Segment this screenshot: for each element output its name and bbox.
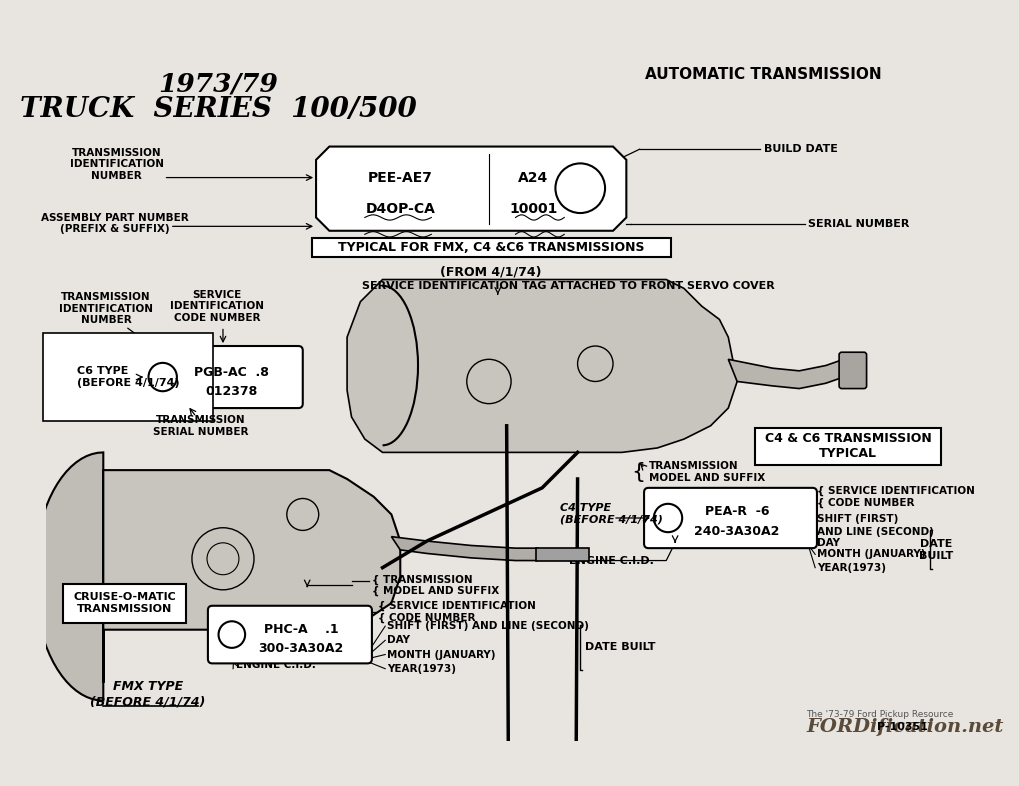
FancyBboxPatch shape [63, 583, 185, 623]
Text: BUILD DATE: BUILD DATE [763, 144, 837, 154]
Text: { SERVICE IDENTIFICATION
{ CODE NUMBER: { SERVICE IDENTIFICATION { CODE NUMBER [378, 601, 535, 623]
Text: AND LINE (SECOND): AND LINE (SECOND) [816, 527, 933, 537]
FancyBboxPatch shape [312, 238, 671, 257]
Text: SERVICE
IDENTIFICATION
CODE NUMBER: SERVICE IDENTIFICATION CODE NUMBER [169, 289, 264, 323]
Polygon shape [35, 453, 103, 700]
Text: SERIAL NUMBER: SERIAL NUMBER [807, 219, 909, 229]
Text: 240-3A30A2: 240-3A30A2 [694, 525, 780, 538]
Text: YEAR(1973): YEAR(1973) [816, 563, 886, 573]
FancyBboxPatch shape [754, 428, 941, 465]
Text: 012378: 012378 [206, 384, 258, 398]
Text: CRUISE-O-MATIC
TRANSMISSION: CRUISE-O-MATIC TRANSMISSION [73, 593, 175, 614]
Text: TRANSMISSION
IDENTIFICATION
NUMBER: TRANSMISSION IDENTIFICATION NUMBER [69, 148, 163, 181]
Text: { SERVICE IDENTIFICATION
{ CODE NUMBER: { SERVICE IDENTIFICATION { CODE NUMBER [816, 486, 974, 508]
Text: (FROM 4/1/74): (FROM 4/1/74) [440, 265, 541, 278]
Text: A24: A24 [518, 171, 548, 185]
FancyBboxPatch shape [643, 488, 816, 548]
Text: C4 & C6 TRANSMISSION
TYPICAL: C4 & C6 TRANSMISSION TYPICAL [764, 432, 930, 460]
Text: 10001: 10001 [508, 201, 557, 215]
Text: D4OP-CA: D4OP-CA [365, 201, 435, 215]
Text: MONTH (JANUARY): MONTH (JANUARY) [816, 549, 924, 560]
Text: TRUCK  SERIES  100/500: TRUCK SERIES 100/500 [20, 96, 417, 123]
FancyBboxPatch shape [208, 606, 372, 663]
Polygon shape [103, 470, 399, 630]
Text: ENGINE C.I.D.: ENGINE C.I.D. [569, 556, 653, 566]
Text: AUTOMATIC TRANSMISSION: AUTOMATIC TRANSMISSION [645, 67, 881, 82]
FancyBboxPatch shape [535, 548, 589, 560]
Text: DAY: DAY [386, 635, 410, 645]
Text: YEAR(1973): YEAR(1973) [386, 663, 455, 674]
Text: C6 TYPE
(BEFORE 4/1/74): C6 TYPE (BEFORE 4/1/74) [76, 366, 179, 387]
Text: P-10351: P-10351 [876, 722, 927, 733]
Text: TYPICAL FOR FMX, C4 &C6 TRANSMISSIONS: TYPICAL FOR FMX, C4 &C6 TRANSMISSIONS [337, 241, 644, 254]
Polygon shape [346, 280, 737, 453]
Polygon shape [316, 146, 626, 231]
Text: The '73-79 Ford Pickup Resource: The '73-79 Ford Pickup Resource [805, 711, 953, 719]
Text: 300-3A30A2: 300-3A30A2 [258, 642, 343, 655]
Text: PGB-AC  .8: PGB-AC .8 [195, 366, 269, 379]
Text: SERVICE IDENTIFICATION TAG ATTACHED TO FRONT SERVO COVER: SERVICE IDENTIFICATION TAG ATTACHED TO F… [362, 281, 774, 291]
Text: 1973/79: 1973/79 [158, 72, 278, 96]
Text: SHIFT (FIRST): SHIFT (FIRST) [816, 514, 898, 524]
Text: TRANSMISSION
SERIAL NUMBER: TRANSMISSION SERIAL NUMBER [153, 415, 249, 436]
Text: { TRANSMISSION
{ MODEL AND SUFFIX: { TRANSMISSION { MODEL AND SUFFIX [372, 575, 498, 597]
Text: C4 TYPE
(BEFORE 4/1/74): C4 TYPE (BEFORE 4/1/74) [559, 503, 662, 524]
Text: PHC-A    .1: PHC-A .1 [264, 623, 338, 636]
Text: SHIFT (FIRST) AND LINE (SECOND): SHIFT (FIRST) AND LINE (SECOND) [386, 621, 588, 631]
Text: {: { [630, 462, 644, 482]
Text: ENGINE C.I.D.: ENGINE C.I.D. [236, 660, 316, 670]
Text: TRANSMISSION
IDENTIFICATION
NUMBER: TRANSMISSION IDENTIFICATION NUMBER [59, 292, 153, 325]
Text: DATE
BUILT: DATE BUILT [918, 539, 953, 560]
Text: FORDification.net: FORDification.net [805, 718, 1003, 736]
Text: FMX TYPE
(BEFORE 4/1/74): FMX TYPE (BEFORE 4/1/74) [90, 681, 205, 708]
Text: MONTH (JANUARY): MONTH (JANUARY) [386, 649, 495, 659]
FancyBboxPatch shape [839, 352, 866, 388]
Polygon shape [391, 537, 537, 560]
Text: DATE BUILT: DATE BUILT [584, 642, 654, 652]
Text: TRANSMISSION
MODEL AND SUFFIX: TRANSMISSION MODEL AND SUFFIX [648, 461, 764, 483]
Polygon shape [728, 359, 843, 388]
Text: PEE-AE7: PEE-AE7 [368, 171, 432, 185]
Text: ASSEMBLY PART NUMBER
(PREFIX & SUFFIX): ASSEMBLY PART NUMBER (PREFIX & SUFFIX) [41, 213, 189, 234]
Text: DAY: DAY [816, 538, 839, 548]
Text: PEA-R  -6: PEA-R -6 [704, 505, 768, 518]
FancyBboxPatch shape [139, 346, 303, 408]
